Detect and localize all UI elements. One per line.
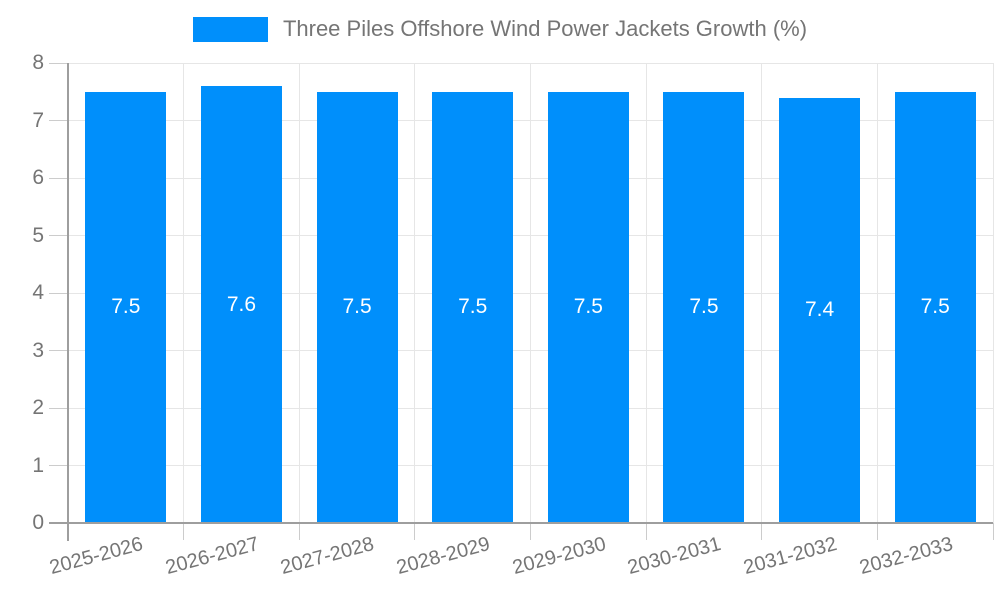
y-axis-label: 1	[32, 453, 44, 477]
y-axis-tick	[49, 235, 68, 236]
y-axis-tick	[49, 292, 68, 294]
x-axis-label: 2025-2026	[47, 533, 146, 580]
v-gridline	[645, 63, 647, 523]
x-axis-label: 2027-2028	[278, 533, 377, 580]
x-axis-tick	[645, 523, 647, 540]
y-axis-tick	[49, 62, 68, 64]
y-axis-tick	[49, 350, 68, 351]
bar-value-label: 7.5	[342, 295, 372, 319]
x-axis-label: 2031-2032	[741, 533, 840, 580]
x-axis-tick	[761, 523, 763, 540]
v-gridline	[530, 63, 531, 523]
v-gridline	[183, 63, 185, 523]
x-axis-label: 2032-2033	[856, 533, 955, 580]
v-gridline	[298, 63, 300, 523]
bar	[432, 91, 514, 523]
v-gridline	[414, 63, 416, 523]
y-axis-tick	[49, 120, 68, 121]
bar-value-label: 7.5	[689, 295, 719, 319]
x-axis-tick	[414, 523, 416, 540]
x-axis-label: 2030-2031	[625, 533, 724, 580]
y-axis-label: 6	[32, 166, 44, 189]
y-axis-label: 3	[32, 338, 44, 362]
bar	[663, 91, 745, 523]
bar-value-label: 7.5	[458, 295, 488, 319]
y-axis-label: 8	[32, 51, 44, 74]
bar-value-label: 7.4	[804, 298, 835, 322]
bar	[85, 91, 167, 523]
bar	[316, 91, 398, 523]
bar-value-label: 7.6	[226, 292, 257, 316]
legend-item[interactable]: Three Piles Offshore Wind Power Jackets …	[0, 16, 1000, 42]
x-axis-tick	[992, 523, 994, 540]
x-axis-tick	[298, 523, 300, 540]
bar	[894, 91, 976, 523]
y-axis-label: 2	[32, 396, 44, 419]
y-axis-label: 4	[32, 281, 44, 304]
x-axis-line	[49, 522, 993, 524]
y-axis-tick	[49, 407, 68, 409]
v-gridline	[992, 63, 994, 523]
legend-label: Three Piles Offshore Wind Power Jackets …	[282, 16, 808, 41]
y-axis-label: 7	[32, 108, 44, 132]
y-axis-tick	[49, 465, 68, 466]
x-axis-label: 2026-2027	[163, 533, 262, 580]
v-gridline	[761, 63, 763, 523]
x-axis-tick	[530, 523, 531, 540]
x-axis-tick	[876, 523, 878, 540]
bar-value-label: 7.5	[573, 295, 603, 319]
bar-value-label: 7.5	[111, 295, 141, 319]
y-axis-tick	[49, 177, 68, 179]
x-axis-tick	[183, 523, 185, 540]
bar	[547, 91, 629, 523]
y-axis-label: 0	[32, 511, 44, 534]
v-gridline	[876, 63, 878, 523]
x-axis-label: 2028-2029	[394, 533, 493, 580]
x-axis-label: 2029-2030	[509, 533, 609, 580]
bar	[779, 97, 861, 523]
y-axis-label: 5	[32, 223, 44, 247]
legend-swatch	[192, 16, 268, 42]
bar	[200, 86, 282, 523]
y-axis-line	[67, 63, 69, 541]
bar-value-label: 7.5	[920, 295, 950, 319]
